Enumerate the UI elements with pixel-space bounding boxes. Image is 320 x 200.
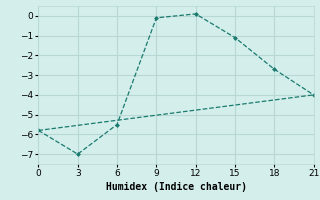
X-axis label: Humidex (Indice chaleur): Humidex (Indice chaleur) <box>106 182 246 192</box>
